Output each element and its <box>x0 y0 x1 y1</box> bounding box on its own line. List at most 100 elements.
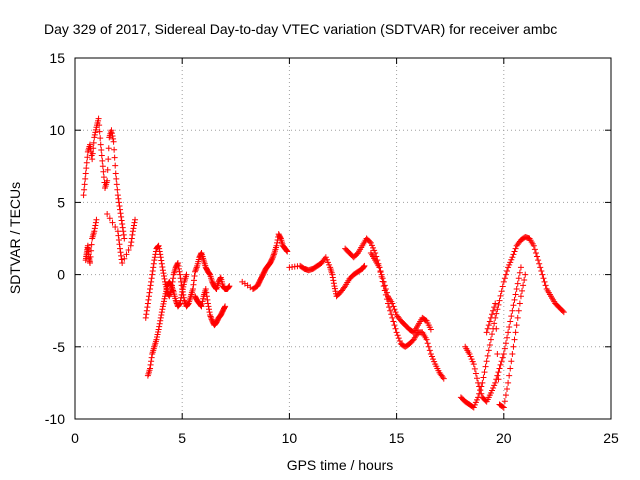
data-point <box>504 334 511 341</box>
data-point <box>110 138 117 145</box>
data-point <box>367 239 374 246</box>
data-point <box>472 370 479 377</box>
data-point <box>499 403 506 410</box>
series-m <box>483 271 529 411</box>
data-point <box>499 354 506 361</box>
data-point <box>331 283 338 290</box>
data-point <box>95 115 102 122</box>
data-point <box>494 372 501 379</box>
data-point <box>206 306 212 313</box>
data-point <box>324 259 331 266</box>
x-tick-label: 25 <box>603 430 619 446</box>
data-point <box>127 242 134 249</box>
data-point <box>501 345 508 352</box>
data-point <box>147 361 154 368</box>
data-point <box>147 286 154 293</box>
data-point <box>175 301 182 308</box>
data-point <box>91 225 98 232</box>
axis-ticks <box>74 57 612 420</box>
data-point <box>119 260 126 267</box>
data-point <box>330 277 337 284</box>
data-point <box>540 275 547 282</box>
data-point <box>116 241 123 248</box>
data-point <box>514 280 521 287</box>
data-point <box>522 271 529 278</box>
data-point <box>120 228 127 235</box>
data-point <box>481 369 488 376</box>
data-point <box>160 298 167 305</box>
data-point <box>507 365 514 372</box>
data-point <box>125 247 132 254</box>
data-point <box>130 225 137 232</box>
data-point <box>114 186 121 193</box>
data-point <box>502 340 509 347</box>
data-point <box>114 192 121 199</box>
data-point <box>535 257 542 264</box>
data-point <box>177 297 184 304</box>
data-point <box>492 379 499 386</box>
data-point <box>185 301 192 308</box>
data-point <box>160 300 167 307</box>
data-point <box>131 219 138 226</box>
data-point <box>493 325 500 332</box>
data-point <box>116 203 123 210</box>
data-point <box>121 235 128 242</box>
data-point <box>192 267 199 274</box>
data-point <box>92 222 99 229</box>
data-point <box>178 294 185 301</box>
data-point <box>91 228 98 235</box>
data-point <box>541 278 548 285</box>
data-point <box>88 247 95 254</box>
data-point <box>361 262 368 269</box>
data-point <box>225 283 232 290</box>
data-point <box>508 313 515 320</box>
data-point <box>284 248 291 255</box>
data-point <box>423 336 430 343</box>
data-point <box>92 219 99 226</box>
data-point <box>189 286 196 293</box>
data-point <box>511 336 518 343</box>
data-point <box>424 340 431 347</box>
data-point <box>84 154 91 161</box>
data-point <box>392 309 399 316</box>
data-point <box>160 270 167 277</box>
data-point <box>560 309 567 316</box>
data-point <box>485 322 492 329</box>
data-point <box>390 318 397 325</box>
data-point <box>425 343 432 350</box>
data-point <box>510 251 517 258</box>
data-point <box>162 290 169 297</box>
data-point <box>81 186 88 193</box>
data-point <box>204 300 211 307</box>
data-point <box>148 278 155 285</box>
data-point <box>283 247 290 254</box>
y-axis-label: SDTVAR / TECUs <box>7 182 23 294</box>
data-point <box>489 331 496 338</box>
data-point <box>489 311 496 318</box>
data-point <box>395 335 402 342</box>
data-point <box>160 273 167 280</box>
series-b <box>82 216 100 267</box>
data-point <box>502 271 509 278</box>
data-point <box>393 329 400 336</box>
data-point <box>158 312 165 319</box>
data-point <box>156 320 163 327</box>
data-point <box>426 347 433 354</box>
data-point <box>115 232 122 239</box>
grid <box>75 58 611 419</box>
data-point <box>505 379 512 386</box>
data-point <box>169 286 176 293</box>
data-point <box>168 283 175 290</box>
data-point <box>269 255 276 262</box>
data-point <box>145 293 152 300</box>
data-point <box>97 135 104 142</box>
data-point <box>179 288 186 295</box>
data-point <box>176 268 183 275</box>
data-point <box>147 365 154 372</box>
data-point <box>161 295 168 302</box>
series-h <box>286 254 368 300</box>
data-point <box>268 256 275 263</box>
data-points <box>80 115 567 411</box>
data-point <box>193 265 200 272</box>
data-point <box>513 286 520 293</box>
